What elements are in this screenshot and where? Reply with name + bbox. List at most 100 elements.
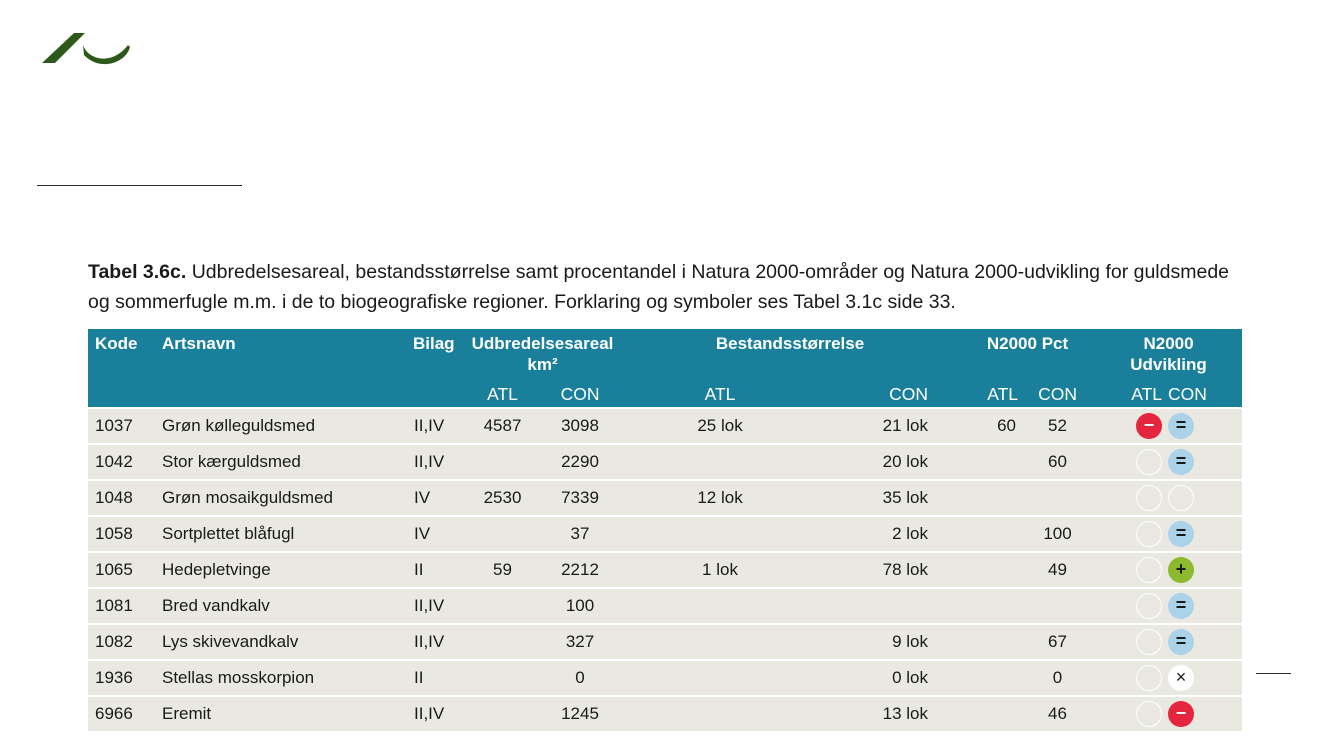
cell-pct-con <box>1020 479 1096 515</box>
header-n2000-pct: N2000 Pct <box>960 329 1096 383</box>
table-row: 1037 Grøn kølleguldsmed II,IV 4587 3098 25 lo… <box>88 407 1243 443</box>
cell-pct-con: 100 <box>1020 515 1096 551</box>
cell-bestand-con: 2 lok <box>820 515 961 551</box>
cell-pct-atl <box>960 695 1021 731</box>
trend-empty-icon <box>1136 557 1163 583</box>
trend-equal-icon: = <box>1168 413 1195 439</box>
cell-kode: 1037 <box>88 407 155 443</box>
cell-udvikling-atl <box>1095 479 1166 515</box>
trend-minus-icon: − <box>1168 701 1195 727</box>
subheader-con: CON <box>1020 383 1096 407</box>
cell-udbredelse-atl <box>465 659 540 695</box>
table-row: 6966 Eremit II,IV 1245 13 lok 46 − <box>88 695 1243 731</box>
cell-pct-con: 60 <box>1020 443 1096 479</box>
header-udbredelsesareal: Udbredelsesareal km² <box>465 329 621 383</box>
cell-artsnavn: Lys skivevandkalv <box>155 623 385 659</box>
cell-kode: 1936 <box>88 659 155 695</box>
cell-bestand-atl <box>620 515 821 551</box>
cell-udbredelse-atl <box>465 695 540 731</box>
cell-bestand-con <box>820 587 961 623</box>
cell-bestand-atl <box>620 623 821 659</box>
cell-udbredelse-con: 37 <box>540 515 621 551</box>
cell-bestand-con: 21 lok <box>820 407 961 443</box>
cell-kode: 1065 <box>88 551 155 587</box>
cell-bestand-con: 9 lok <box>820 623 961 659</box>
cell-kode: 1048 <box>88 479 155 515</box>
table-row: 1936 Stellas mosskorpion II 0 0 lok 0 × <box>88 659 1243 695</box>
cell-bilag: II,IV <box>385 407 465 443</box>
cell-udbredelse-con: 0 <box>540 659 621 695</box>
trend-minus-icon: − <box>1136 413 1163 439</box>
cell-pct-atl <box>960 587 1021 623</box>
trend-empty-icon <box>1136 485 1163 511</box>
cell-artsnavn: Sortplettet blåfugl <box>155 515 385 551</box>
cell-artsnavn: Stellas mosskorpion <box>155 659 385 695</box>
cell-pct-atl <box>960 551 1021 587</box>
table-row: 1042 Stor kærguldsmed II,IV 2290 20 lok 60 = <box>88 443 1243 479</box>
trend-empty-icon <box>1136 629 1163 655</box>
cell-udvikling-con: − <box>1165 695 1243 731</box>
header-bestandsstorrelse: Bestandsstørrelse <box>620 329 961 383</box>
table-row: 1082 Lys skivevandkalv II,IV 327 9 lok 67 = <box>88 623 1243 659</box>
trend-plus-icon: + <box>1168 557 1195 583</box>
cell-udvikling-con <box>1165 479 1243 515</box>
cell-udbredelse-con: 7339 <box>540 479 621 515</box>
cell-bestand-con: 78 lok <box>820 551 961 587</box>
cell-kode: 1081 <box>88 587 155 623</box>
cell-pct-atl <box>960 443 1021 479</box>
trend-empty-icon <box>1136 665 1163 691</box>
cell-pct-atl <box>960 623 1021 659</box>
cell-artsnavn: Grøn kølleguldsmed <box>155 407 385 443</box>
cell-bestand-con: 0 lok <box>820 659 961 695</box>
cell-udbredelse-atl: 59 <box>465 551 540 587</box>
cell-bestand-atl <box>620 587 821 623</box>
cell-udvikling-atl: − <box>1095 407 1166 443</box>
subheader-con: CON <box>1165 383 1243 407</box>
header-bilag: Bilag <box>385 329 465 383</box>
cell-artsnavn: Grøn mosaikguldsmed <box>155 479 385 515</box>
table-caption: Tabel 3.6c. Udbredelsesareal, bestandsst… <box>88 257 1248 317</box>
subheader-atl: ATL <box>465 383 540 407</box>
subheader-con: CON <box>820 383 961 407</box>
cell-pct-con: 46 <box>1020 695 1096 731</box>
cell-bestand-atl <box>620 443 821 479</box>
cell-udvikling-con: = <box>1165 407 1243 443</box>
cell-bilag: II,IV <box>385 443 465 479</box>
cell-udvikling-atl <box>1095 623 1166 659</box>
cell-pct-atl: 60 <box>960 407 1021 443</box>
cell-udvikling-con: = <box>1165 443 1243 479</box>
cell-udbredelse-atl: 4587 <box>465 407 540 443</box>
cell-udvikling-atl <box>1095 443 1166 479</box>
trend-equal-icon: = <box>1168 449 1195 475</box>
cell-udbredelse-con: 327 <box>540 623 621 659</box>
cell-pct-con <box>1020 587 1096 623</box>
divider-line-right <box>1256 673 1291 674</box>
cell-artsnavn: Hedepletvinge <box>155 551 385 587</box>
cell-kode: 1042 <box>88 443 155 479</box>
cell-artsnavn: Stor kærguldsmed <box>155 443 385 479</box>
cell-udbredelse-con: 1245 <box>540 695 621 731</box>
cell-bestand-con: 13 lok <box>820 695 961 731</box>
cell-artsnavn: Eremit <box>155 695 385 731</box>
table-row: 1058 Sortplettet blåfugl IV 37 2 lok 100 = <box>88 515 1243 551</box>
cell-udvikling-con: = <box>1165 623 1243 659</box>
trend-equal-icon: = <box>1168 521 1195 547</box>
subheader-atl: ATL <box>1095 383 1166 407</box>
cell-udbredelse-con: 100 <box>540 587 621 623</box>
species-table: Kode Artsnavn Bilag Udbredelsesareal km²… <box>88 329 1243 731</box>
cell-udvikling-atl <box>1095 551 1166 587</box>
trend-empty-icon <box>1136 521 1163 547</box>
cell-udbredelse-atl <box>465 587 540 623</box>
trend-equal-icon: = <box>1168 629 1195 655</box>
table-caption-text: Udbredelsesareal, bestandsstørrelse samt… <box>88 261 1230 313</box>
trend-equal-icon: = <box>1168 593 1195 619</box>
cell-bilag: II <box>385 551 465 587</box>
trend-empty-icon <box>1168 485 1195 511</box>
cell-bestand-con: 20 lok <box>820 443 961 479</box>
cell-udvikling-atl <box>1095 695 1166 731</box>
cell-bilag: II <box>385 659 465 695</box>
cell-udbredelse-atl <box>465 515 540 551</box>
table-caption-label: Tabel 3.6c. <box>88 261 187 283</box>
cell-pct-atl <box>960 659 1021 695</box>
trend-empty-icon <box>1136 593 1163 619</box>
